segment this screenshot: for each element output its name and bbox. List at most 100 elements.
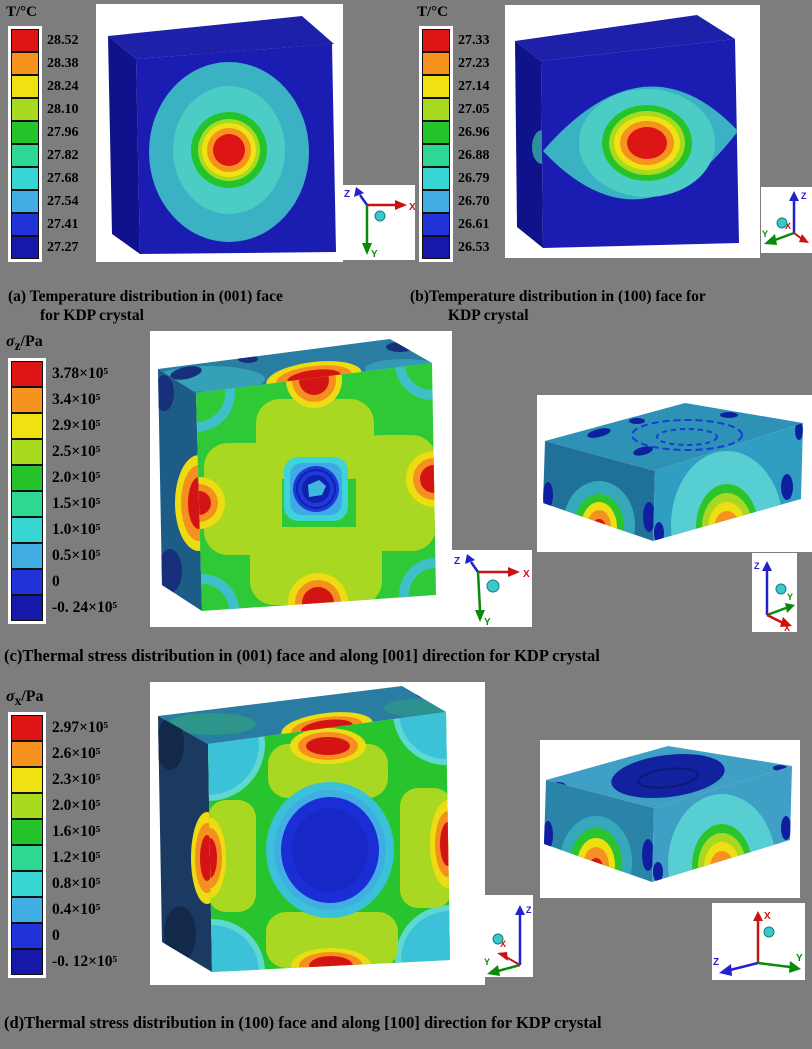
colorbar-swatch: [422, 29, 450, 52]
legend-title-c: σz/Pa: [6, 333, 43, 354]
legend-value: 1.2×10⁵: [52, 849, 101, 866]
colorbar-swatch: [11, 741, 43, 767]
axis-triad-a: X Y Z: [343, 185, 415, 260]
colorbar-swatch: [422, 121, 450, 144]
y-axis-label: Y: [796, 953, 803, 964]
colorbar-swatch: [11, 98, 39, 121]
legend-value: 28.10: [47, 102, 79, 117]
axis-triad-b: Z Y X: [761, 187, 812, 253]
legend-value: 2.97×10⁵: [52, 719, 109, 736]
colorbar-swatch: [11, 819, 43, 845]
colorbar-swatch: [422, 144, 450, 167]
cube-render-c: [158, 339, 436, 611]
legend-value: 2.0×10⁵: [52, 797, 101, 814]
legend-value: 1.0×10⁵: [52, 521, 101, 538]
sigma-subscript: x: [14, 693, 22, 709]
colorbar-swatch: [11, 236, 39, 259]
z-axis-label: Z: [754, 561, 760, 571]
legend-value: 0.5×10⁵: [52, 547, 101, 564]
colorbar-swatch: [11, 543, 43, 569]
legend-value: 28.52: [47, 33, 79, 48]
axis-triad-icon: X Y Z: [454, 554, 530, 627]
z-axis-label: Z: [801, 191, 807, 201]
origin-sphere-icon: [486, 579, 500, 593]
colorbar-swatch: [11, 793, 43, 819]
colorbar-b: [419, 26, 453, 262]
colorbar-swatch: [11, 167, 39, 190]
axis-triad-icon: X Y Z: [344, 187, 415, 260]
legend-title-a: T/°C: [6, 4, 38, 20]
legend-value: 0: [52, 573, 60, 590]
y-axis-label: Y: [762, 229, 768, 239]
legend-value: 27.27: [47, 240, 79, 255]
x-axis-label: X: [409, 202, 415, 213]
colorbar-a: [8, 26, 42, 262]
colorbar-swatch: [11, 144, 39, 167]
axis-triad-c1: X Y Z: [450, 550, 532, 627]
colorbar-swatch: [422, 52, 450, 75]
legend-value: 26.53: [458, 240, 490, 255]
colorbar-swatch: [11, 465, 43, 491]
legend-value: 27.14: [458, 79, 490, 94]
colorbar-swatch: [422, 190, 450, 213]
origin-sphere-icon: [492, 933, 504, 945]
colorbar-swatch: [11, 361, 43, 387]
colorbar-swatch: [11, 569, 43, 595]
render-stress-001-face: [150, 331, 452, 627]
legend-value: 2.5×10⁵: [52, 443, 101, 460]
legend-value: 2.0×10⁵: [52, 469, 101, 486]
z-axis-label: Z: [713, 957, 719, 968]
origin-sphere-icon: [775, 583, 787, 595]
y-axis-label: Y: [371, 249, 378, 260]
colorbar-swatch: [11, 75, 39, 98]
colorbar-swatch: [11, 845, 43, 871]
render-temperature-100-face: [505, 5, 760, 258]
colorbar-swatch: [11, 213, 39, 236]
x-axis-label: X: [764, 911, 771, 922]
z-axis-label: Z: [454, 556, 460, 567]
colorbar-values-a: 28.52 28.38 28.24 28.10 27.96 27.82 27.6…: [47, 29, 79, 259]
legend-value: -0. 24×10⁵: [52, 599, 118, 616]
y-axis-label: Y: [484, 957, 490, 967]
colorbar-swatch: [422, 167, 450, 190]
render-temperature-001-face: [96, 4, 343, 262]
caption-c: (c)Thermal stress distribution in (001) …: [4, 646, 600, 665]
x-axis-label: X: [784, 623, 790, 632]
colorbar-swatch: [422, 213, 450, 236]
axis-triad-icon: Z Y X: [484, 905, 532, 976]
slab-render-c: [543, 403, 803, 541]
origin-sphere-icon: [374, 210, 386, 222]
legend-value: 1.6×10⁵: [52, 823, 101, 840]
legend-value: 0: [52, 927, 60, 944]
legend-title-b: T/°C: [417, 4, 449, 20]
sigma-symbol: σ: [6, 688, 15, 705]
axis-triad-c2: Z Y X: [752, 553, 797, 632]
legend-value: 27.05: [458, 102, 490, 117]
axis-triad-d2: X Y Z: [712, 903, 805, 980]
colorbar-swatch: [11, 413, 43, 439]
colorbar-swatch: [11, 387, 43, 413]
axis-triad-icon: Z Y X: [762, 191, 809, 245]
legend-value: 26.70: [458, 194, 490, 209]
legend-value: 0.8×10⁵: [52, 875, 101, 892]
sigma-subscript: z: [14, 338, 21, 354]
colorbar-swatch: [11, 923, 43, 949]
x-axis-label: X: [785, 221, 791, 231]
cube-render-b: [515, 15, 739, 248]
colorbar-swatch: [11, 897, 43, 923]
legend-value: 27.33: [458, 33, 490, 48]
caption-b-line1: (b)Temperature distribution in (100) fac…: [410, 288, 706, 305]
colorbar-swatch: [11, 517, 43, 543]
legend-value: 26.61: [458, 217, 490, 232]
caption-a-line2: for KDP crystal: [40, 307, 144, 324]
origin-sphere-icon: [776, 217, 788, 229]
colorbar-values-c: 3.78×10⁵ 3.4×10⁵ 2.9×10⁵ 2.5×10⁵ 2.0×10⁵…: [52, 361, 117, 621]
colorbar-swatch: [11, 439, 43, 465]
caption-b-line2: KDP crystal: [448, 307, 529, 324]
legend-value: 28.24: [47, 79, 79, 94]
colorbar-swatch: [11, 767, 43, 793]
colorbar-swatch: [11, 121, 39, 144]
legend-value: 26.96: [458, 125, 490, 140]
colorbar-swatch: [422, 236, 450, 259]
